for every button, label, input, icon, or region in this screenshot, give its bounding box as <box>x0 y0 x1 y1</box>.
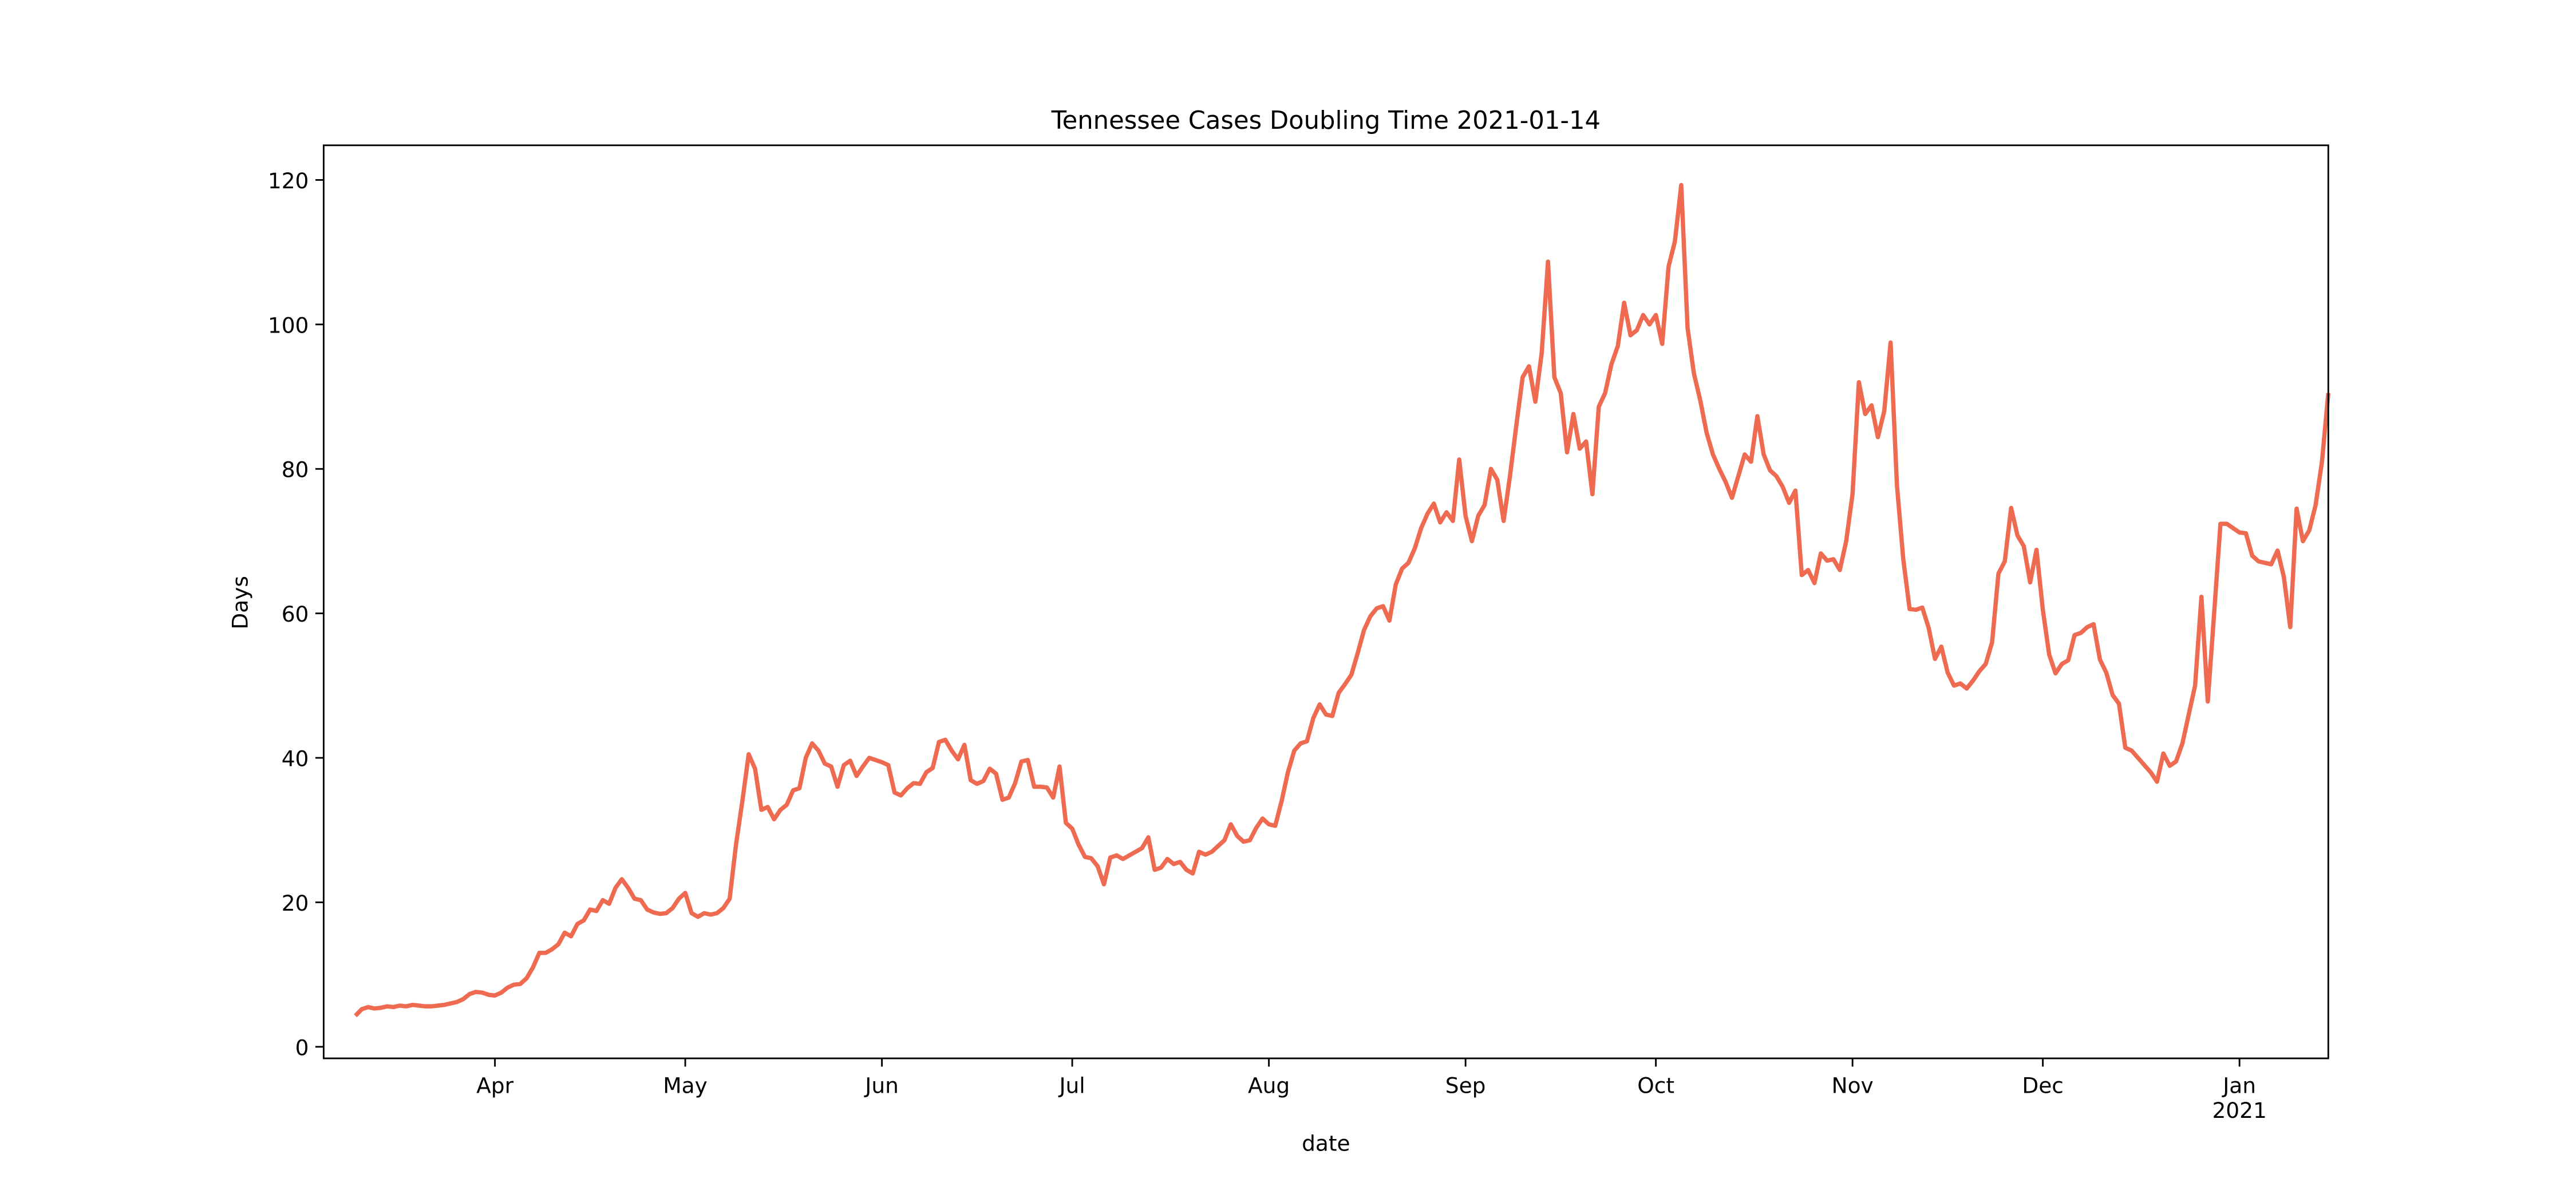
x-tick-label: Jul <box>1058 1073 1085 1098</box>
x-tick-label: Aug <box>1248 1073 1290 1098</box>
x-tick-label: Sep <box>1445 1073 1486 1098</box>
plot-frame <box>322 144 2329 1059</box>
x-tick-label: Oct <box>1637 1073 1674 1098</box>
y-axis-label: Days <box>228 576 253 630</box>
x-tick-label: Jan 2021 <box>2212 1073 2266 1123</box>
x-tick-label: Dec <box>2022 1073 2064 1098</box>
y-tick-label: 40 <box>282 746 309 771</box>
line <box>354 183 2331 1018</box>
y-tick-label: 0 <box>295 1035 309 1060</box>
x-tick-label: Apr <box>476 1073 513 1098</box>
y-tick-label: 80 <box>282 457 309 483</box>
y-tick-label: 20 <box>282 891 309 916</box>
chart-title: Tennessee Cases Doubling Time 2021-01-14 <box>1051 106 1601 135</box>
y-tick-label: 60 <box>282 602 309 627</box>
x-tick-label: Nov <box>1832 1073 1874 1098</box>
y-tick-label: 100 <box>268 313 309 338</box>
x-tick-label: Jun <box>864 1073 899 1098</box>
x-tick-label: May <box>663 1073 708 1098</box>
x-axis-label: date <box>1302 1131 1350 1156</box>
y-tick-label: 120 <box>268 168 309 193</box>
